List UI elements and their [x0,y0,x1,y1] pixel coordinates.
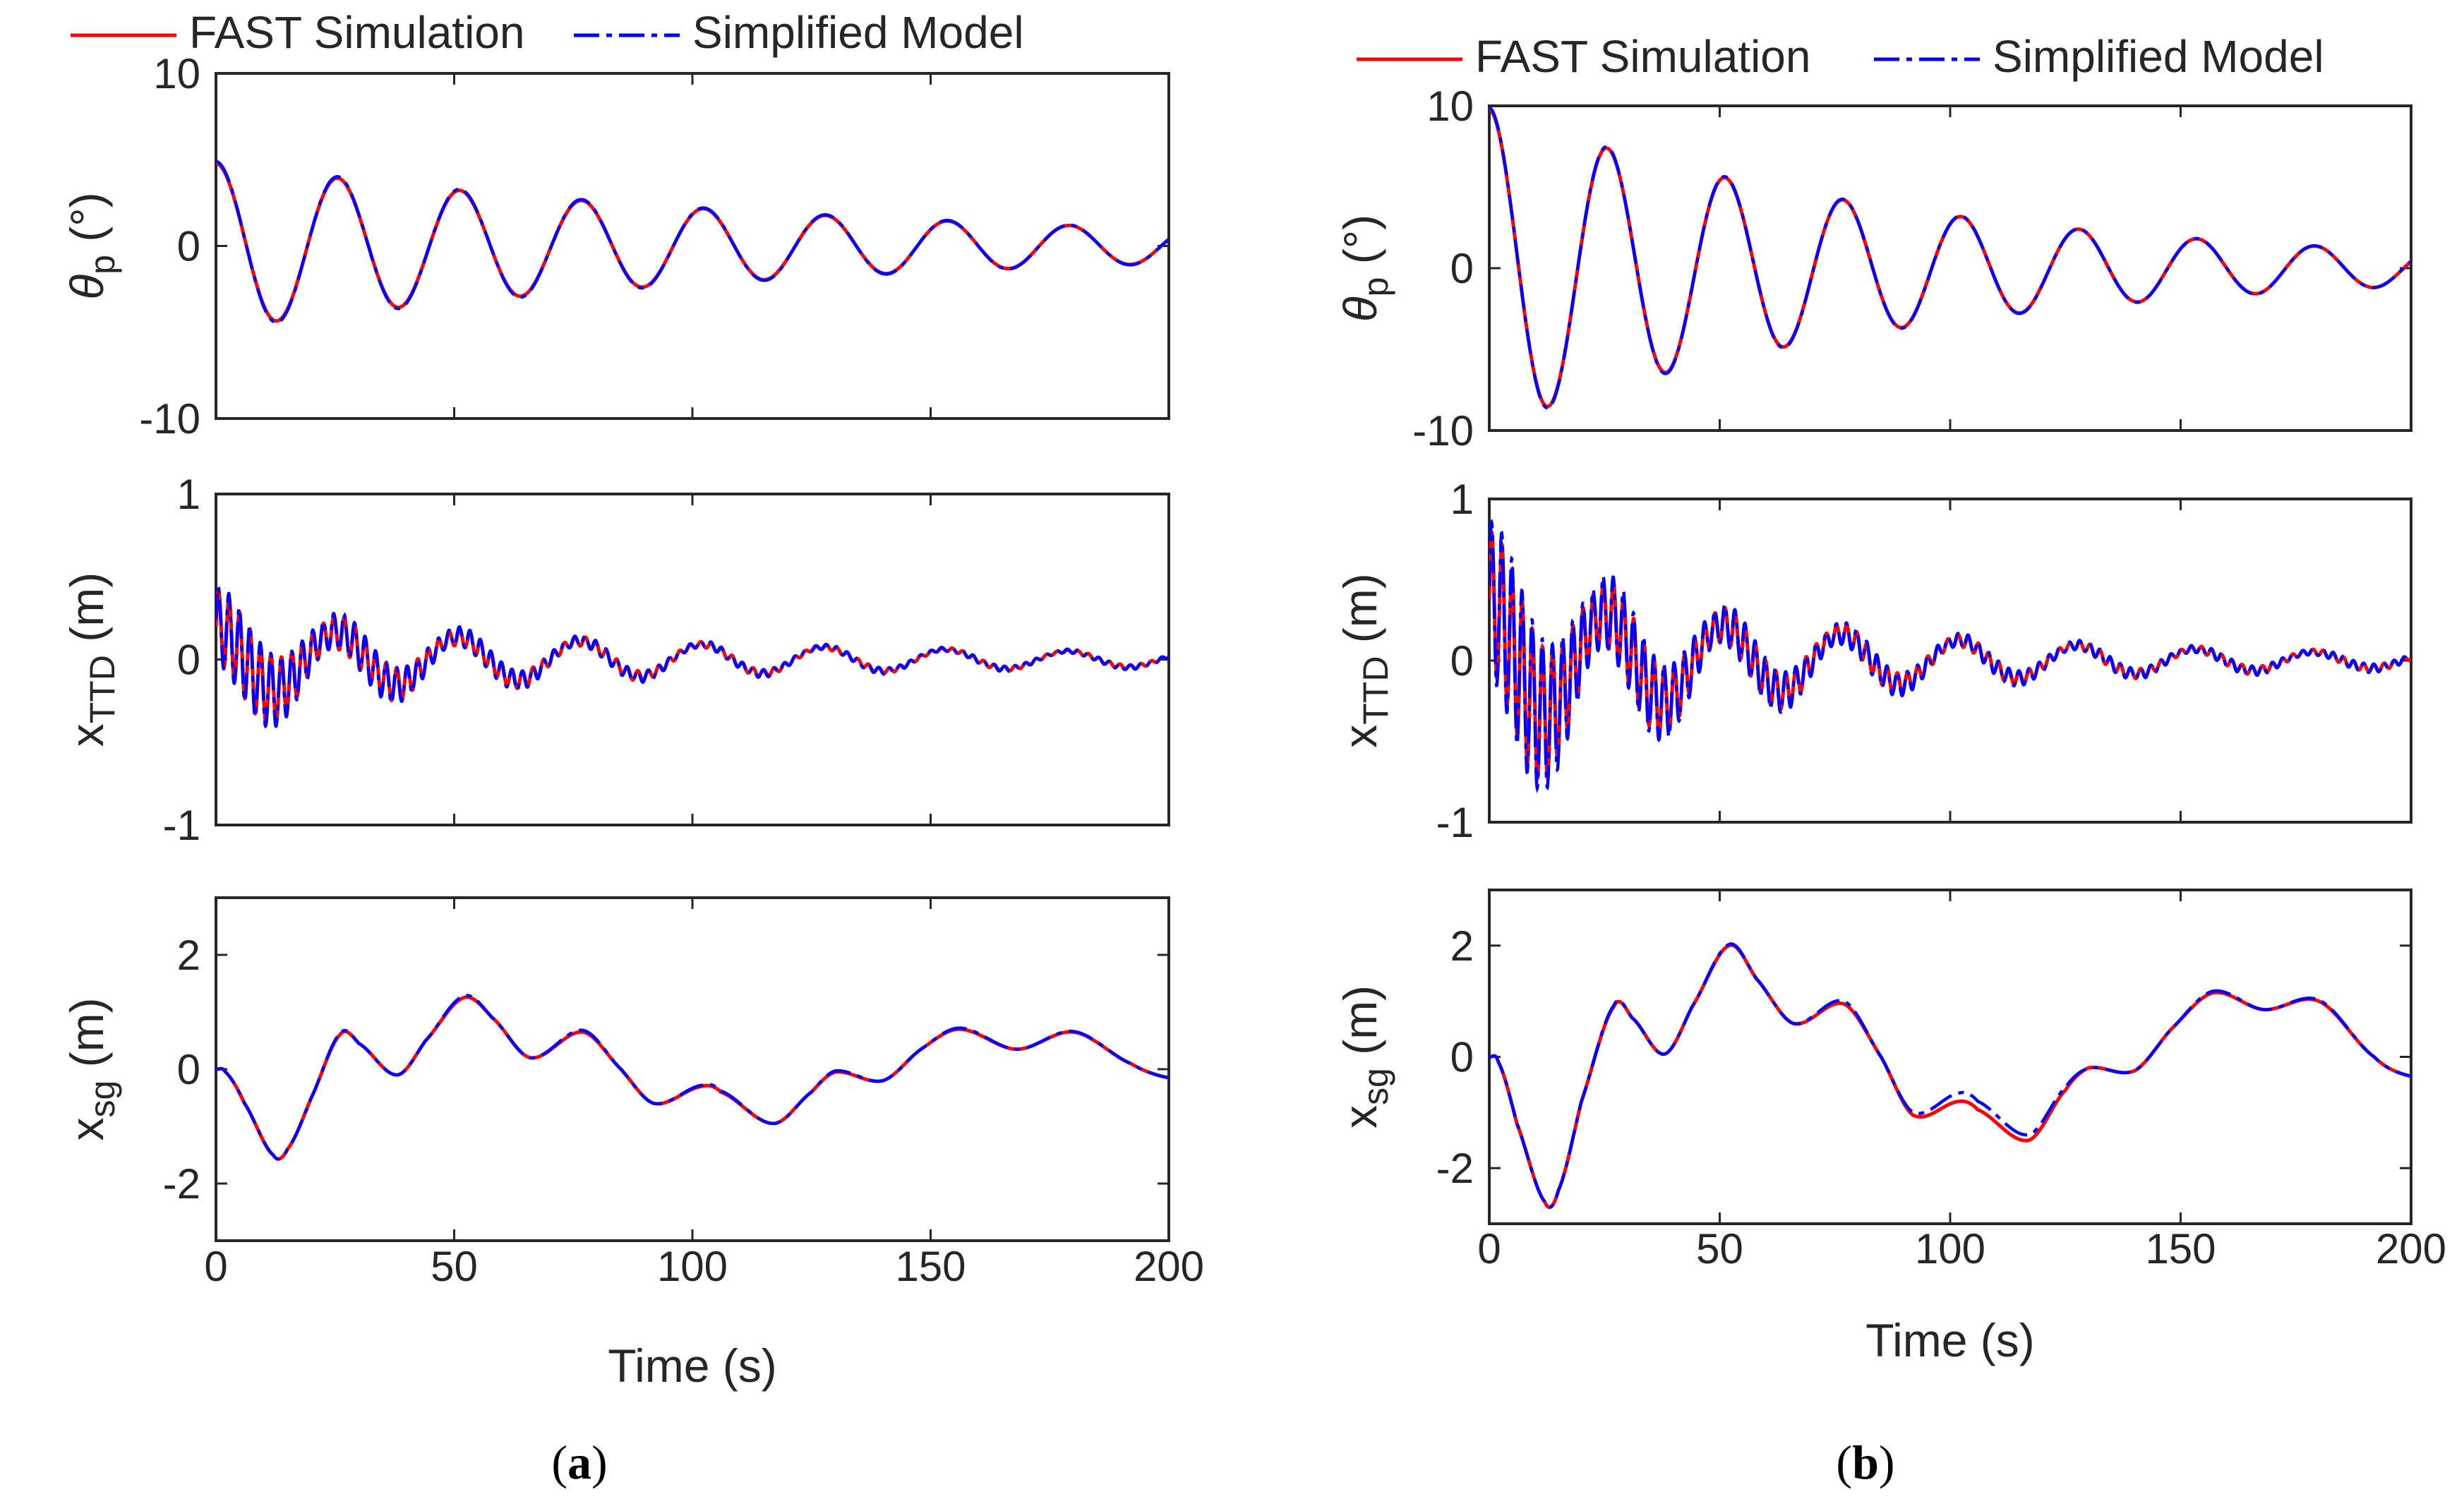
y-axis-label-subscript: TTD [1356,656,1395,725]
y-tick-label: -10 [1412,407,1474,454]
y-tick-label: 1 [1450,476,1474,523]
y-axis-label: xTTD (m) [61,572,122,747]
subplot-3: -2 0 2 xsg (m) [1334,889,2412,1225]
x-tick-label: 200 [1134,1243,1204,1290]
series-line-simplified [1489,942,2411,1210]
y-tick-label: 0 [177,1046,200,1093]
x-tick-label: 0 [204,1243,227,1290]
panel-caption: (b) [1836,1435,1894,1489]
caption-paren: ( [1836,1435,1852,1489]
y-tick-label: 2 [1450,922,1474,970]
y-tick-label: 0 [1450,245,1474,292]
legend-label-simplified: Simplified Model [1993,31,2324,82]
y-tick-label: 0 [1450,1034,1474,1081]
y-tick-label: 0 [1450,637,1474,685]
x-tick-label: 150 [895,1243,966,1290]
y-tick-label: 2 [177,932,200,979]
series-line-simplified [1489,106,2411,410]
y-tick-label: 0 [177,223,200,270]
chart-panel-a: FAST Simulation Simplified Model-10010θp … [61,7,1204,1489]
caption-paren: ) [1879,1435,1895,1489]
y-axis-label-subscript: p [83,255,122,275]
legend: FAST Simulation Simplified Model [71,7,1024,58]
x-tick-label: 100 [657,1243,728,1290]
y-tick-label: -1 [163,802,200,849]
y-axis-label: xTTD (m) [1334,573,1395,747]
plot-frame [215,72,1170,420]
y-axis-label: xsg (m) [1334,985,1395,1128]
caption-letter: b [1852,1435,1879,1489]
caption-paren: ) [591,1435,608,1489]
panel-caption: (a) [551,1435,607,1489]
x-tick-label: 0 [1477,1225,1501,1272]
y-axis-label: θp (°) [61,192,122,299]
y-tick-label: 10 [1426,83,1474,130]
y-tick-label: -1 [1436,799,1474,846]
y-tick-label: -10 [139,395,200,443]
y-axis-label-unit: (°) [1334,215,1386,277]
subplot-2: -1 0 1 xTTD (m) [1334,476,2412,846]
x-tick-label: 150 [2145,1225,2216,1272]
subplot-3: -2 0 2 xsg (m) [61,896,1170,1242]
y-axis-label-unit: (m) [1334,573,1386,656]
y-axis-label-symbol: x [61,723,113,747]
plot-frame [1488,889,2412,1225]
y-tick-label: -2 [163,1160,200,1208]
x-tick-label: 50 [431,1243,478,1290]
plot-frame [215,896,1170,1242]
series-line-simplified [216,994,1169,1161]
y-tick-label: 1 [177,471,200,518]
y-axis-label-symbol: θ [1334,296,1386,322]
y-axis-label-subscript: TTD [83,655,122,723]
y-axis-label-unit: (°) [61,192,113,255]
y-axis-label-symbol: θ [61,275,113,300]
chart-panel-b: FAST Simulation Simplified Model-10010θp … [1334,31,2446,1489]
x-axis-label: Time (s) [608,1340,777,1392]
y-axis-label-unit: (m) [1334,985,1386,1068]
plot-frame [1488,104,2412,432]
y-axis-label-unit: (m) [61,997,113,1080]
legend: FAST Simulation Simplified Model [1357,31,2324,82]
y-tick-label: 0 [177,637,200,684]
x-tick-label: 100 [1915,1225,1985,1272]
y-axis-label-unit: (m) [61,572,113,655]
series-line-simplified [1489,519,2411,793]
y-axis-label-symbol: x [1334,1105,1386,1128]
x-tick-label: 200 [2376,1225,2446,1272]
subplot-1: -10 0 10 θp (°) [1334,83,2412,454]
caption-letter: a [567,1435,591,1489]
y-axis-label-symbol: x [61,1118,113,1141]
subplot-1: -10 0 10 θp (°) [61,50,1170,443]
y-axis-label: xsg (m) [61,997,122,1140]
x-tick-label: 50 [1696,1225,1743,1272]
legend-label-simplified: Simplified Model [692,7,1024,58]
y-axis-label-subscript: sg [83,1080,122,1118]
subplot-2: -1 0 1 xTTD (m) [61,471,1170,849]
legend-label-fast: FAST Simulation [189,7,524,58]
y-tick-label: 10 [153,50,200,97]
y-axis-label-symbol: x [1334,725,1386,748]
y-axis-label: θp (°) [1334,215,1395,322]
x-axis-label: Time (s) [1865,1314,2035,1366]
y-tick-label: -2 [1436,1145,1474,1192]
legend-label-fast: FAST Simulation [1475,31,1810,82]
series-line-simplified [216,584,1169,729]
y-axis-label-subscript: p [1356,277,1395,297]
caption-paren: ( [551,1435,567,1489]
y-axis-label-subscript: sg [1356,1068,1395,1105]
